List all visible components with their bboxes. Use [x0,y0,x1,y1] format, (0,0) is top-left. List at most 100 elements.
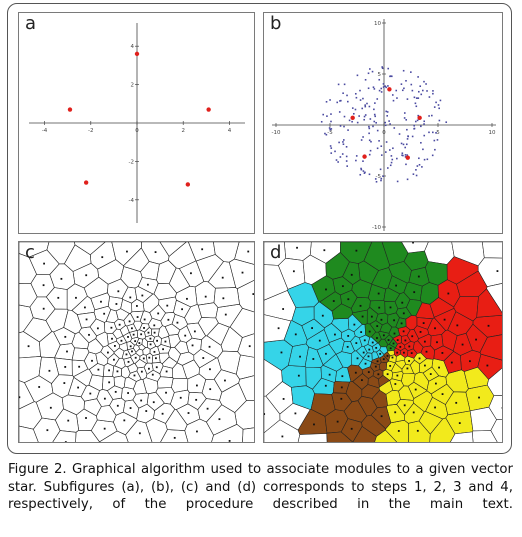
module-dot [378,306,381,309]
scatter-plot-b: -10 -5 0 5 10 10 5 -5 -10 [272,19,496,231]
voronoi-cell [134,286,154,303]
blue-module-point [359,173,362,176]
blue-module-point [380,91,383,93]
module-dot [89,392,92,395]
blue-module-point [374,178,377,180]
blue-module-point [406,178,409,181]
module-dot [370,315,373,318]
module-dot [414,388,417,391]
module-dot [299,355,301,358]
blue-module-point [423,120,426,123]
blue-module-point [404,154,407,156]
blue-module-point [426,90,428,92]
module-dot [138,432,141,435]
module-dot [408,360,410,362]
voronoi-cell [127,362,139,374]
voronoi-cell [238,375,254,401]
module-dot [377,373,380,376]
module-dot [434,382,437,385]
blue-module-point [416,119,419,122]
voronoi-cell [122,399,140,420]
voronoi-cell [157,376,174,389]
blue-module-point [345,155,348,158]
module-dot [321,314,324,317]
blue-module-point [390,161,393,164]
blue-module-point [428,96,431,98]
x-tick-label: -5 [327,130,333,136]
x-tick-label: -4 [42,128,48,134]
module-dot [127,336,129,338]
module-dot [153,324,156,327]
blue-module-point [362,170,365,172]
blue-module-point [418,163,421,166]
blue-module-point [391,94,394,96]
blue-module-point [389,164,392,167]
colored-voronoi-cell [401,242,429,254]
module-dot [187,412,190,414]
module-dot [143,318,146,321]
blue-module-point [360,168,363,171]
module-dot [354,371,357,374]
voronoi-cell [120,298,133,314]
blue-module-point [368,173,371,176]
blue-module-point [339,100,341,102]
blue-module-point [413,124,415,127]
colored-voronoi-cell [264,242,286,266]
blue-module-point [404,156,407,158]
blue-module-point [346,165,349,167]
blue-module-point [340,99,342,102]
module-dot [340,386,343,389]
blue-module-point [433,139,436,142]
blue-module-point [330,147,333,149]
blue-module-point [407,135,409,137]
module-dot [404,339,407,342]
module-dot [418,357,421,360]
voronoi-cell [99,430,129,442]
module-dot [186,297,188,300]
blue-module-point [425,83,427,85]
blue-module-point [431,114,433,117]
blue-module-point [364,78,367,81]
blue-module-point [363,118,365,121]
module-dot [85,318,88,321]
module-dot [486,364,489,367]
module-dot [138,342,141,344]
module-dot [441,352,444,354]
module-dot [328,373,331,376]
module-dot [336,420,339,423]
blue-module-point [426,158,429,161]
blue-module-point [388,120,390,122]
blue-module-point [389,123,391,125]
blue-module-point [403,87,405,90]
colored-voronoi-cell [488,395,502,420]
module-dot [313,423,315,426]
blue-module-point [380,87,383,90]
module-dot [140,399,143,402]
module-dot [450,361,453,364]
subfigure-a: a -4 -2 0 2 4 4 2 -2 -4 [18,12,255,234]
blue-module-point [437,104,440,106]
blue-module-point [356,121,359,124]
module-dot [143,327,145,329]
colored-voronoi-cell [391,362,403,374]
blue-module-point [320,120,323,123]
blue-module-point [345,160,348,162]
module-dot [111,337,113,340]
module-dot [149,343,152,346]
blue-module-point [387,85,389,87]
blue-module-point [343,115,346,118]
module-dot [155,366,158,369]
blue-module-point [342,92,344,95]
blue-module-point [368,153,371,156]
module-dot [408,345,411,348]
subfigure-d: d [263,241,503,443]
x-tick-label: 0 [135,128,139,134]
module-dot [355,342,358,344]
module-dot [148,356,151,359]
voronoi-cell [159,242,187,257]
module-dot [117,290,120,293]
colored-voronoi-cell [374,429,398,442]
module-dot [443,318,446,321]
blue-module-point [422,148,424,151]
module-dot [401,301,404,304]
